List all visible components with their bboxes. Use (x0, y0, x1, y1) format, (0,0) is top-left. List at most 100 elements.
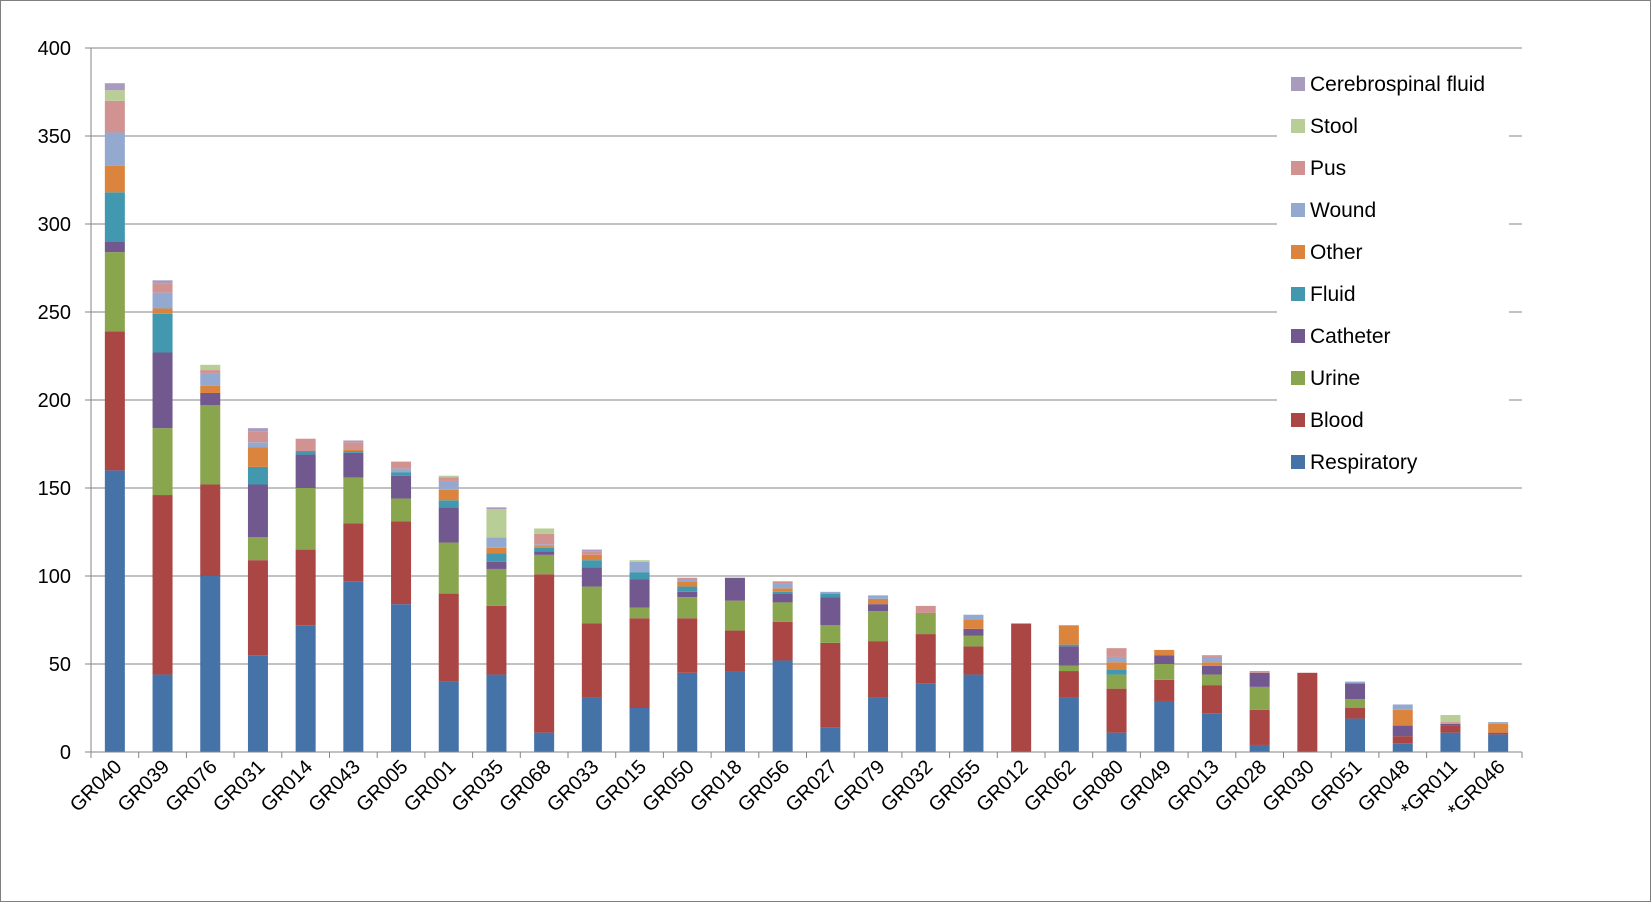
bar-segment-fluid (391, 472, 412, 476)
bar-segment-pus (915, 605, 936, 613)
bar-segment-respiratory (1345, 718, 1366, 752)
bar-segment-blood (295, 549, 316, 626)
bar-segment-pus (104, 100, 125, 133)
bar-segment-blood (724, 630, 745, 672)
bar-segment-wound (247, 442, 268, 448)
bar-segment-catheter (868, 604, 889, 612)
legend-label: Cerebrospinal fluid (1310, 73, 1485, 96)
bar-segment-other (1392, 709, 1413, 726)
x-tick-label: GR031 (209, 756, 269, 816)
y-tick-label: 150 (38, 478, 71, 500)
bar-segment-respiratory (1249, 744, 1270, 752)
legend-swatch (1291, 161, 1305, 175)
bar-segment-respiratory (104, 470, 125, 752)
bar-segment-catheter (963, 628, 984, 636)
bar-segment-blood (1011, 623, 1032, 752)
bar-segment-catheter (1440, 723, 1461, 726)
bar-segment-respiratory (677, 672, 698, 752)
bar-segment-respiratory (581, 697, 602, 752)
bar-segment-respiratory (295, 625, 316, 752)
bar-segment-urine (534, 554, 555, 575)
bar-segment-respiratory (963, 674, 984, 752)
bar-segment-stool (486, 509, 507, 538)
bar-segment-respiratory (1392, 743, 1413, 752)
bar-segment-pus (295, 438, 316, 452)
bar-segment-other (772, 588, 793, 592)
bar-segment-pus (152, 283, 173, 293)
bar-segment-blood (1440, 725, 1461, 733)
bar-segment-blood (486, 605, 507, 675)
bar-segment-fluid (629, 572, 650, 580)
legend: Cerebrospinal fluid Stool Pus Wound Other Flu… (1277, 65, 1509, 485)
bar-segment-respiratory (868, 697, 889, 752)
bar-segment-other (486, 547, 507, 554)
bar-segment-catheter (1201, 665, 1222, 675)
bar-segment-other (534, 546, 555, 548)
bar-segment-wound (152, 292, 173, 309)
bar-segment-cerebrospinal-fluid (152, 280, 173, 284)
bar-segment-stool (438, 475, 459, 478)
x-tick-label: GR062 (1020, 756, 1080, 816)
bar-segment-catheter (391, 475, 412, 499)
bar-segment-blood (534, 574, 555, 733)
legend-background (1277, 65, 1509, 485)
bar-segment-other (104, 165, 125, 193)
bar-segment-respiratory (1440, 732, 1461, 752)
bar-segment-wound (772, 583, 793, 589)
legend-label: Fluid (1310, 283, 1356, 306)
bar-segment-catheter (104, 241, 125, 253)
legend-swatch (1291, 455, 1305, 469)
bar-segment-blood (104, 331, 125, 471)
bar-segment-stool (200, 364, 221, 371)
bar-segment-catheter (247, 484, 268, 538)
bar-segment-catheter (772, 593, 793, 603)
bar-segment-fluid (104, 192, 125, 242)
bar-segment-other (438, 489, 459, 501)
bar-segment-urine (104, 252, 125, 332)
bar-segment-blood (1392, 736, 1413, 744)
bar-segment-wound (391, 468, 412, 473)
bar-segment-urine (200, 405, 221, 485)
legend-label: Blood (1310, 409, 1364, 432)
bar-segment-respiratory (820, 727, 841, 752)
bar-segment-catheter (1058, 646, 1079, 666)
bar-segment-respiratory (343, 581, 364, 752)
bar-segment-cerebrospinal-fluid (486, 507, 507, 510)
bar-segment-urine (438, 542, 459, 594)
x-tick-label: GR030 (1259, 756, 1319, 816)
legend-swatch (1291, 413, 1305, 427)
bar-segment-blood (677, 618, 698, 673)
legend-label: Respiratory (1310, 451, 1418, 474)
bar-segment-other (152, 308, 173, 314)
bar-segment-other (1154, 649, 1175, 656)
bar-segment-wound (820, 591, 841, 594)
x-tick-label: GR013 (1163, 756, 1223, 816)
x-tick-label: GR080 (1068, 756, 1128, 816)
bar-segment-blood (1345, 708, 1366, 719)
bar-segment-urine (581, 586, 602, 624)
bar-segment-catheter (724, 577, 745, 601)
bar-segment-urine (820, 625, 841, 643)
bar-segment-blood (1249, 709, 1270, 745)
bar-segment-urine (772, 602, 793, 622)
bar-segment-blood (247, 560, 268, 656)
bar-segment-urine (1106, 674, 1127, 689)
bar-segment-catheter (581, 567, 602, 587)
bar-segment-urine (152, 428, 173, 496)
bar-segment-cerebrospinal-fluid (343, 440, 364, 443)
bar-segment-catheter (1345, 683, 1366, 700)
bar-segment-blood (1154, 679, 1175, 701)
bar-segment-fluid (581, 560, 602, 568)
legend-label: Wound (1310, 199, 1376, 222)
bar-segment-pus (200, 370, 221, 374)
legend-label: Catheter (1310, 325, 1391, 348)
bar-segment-wound (486, 537, 507, 548)
bar-segment-wound (1392, 704, 1413, 710)
bar-segment-urine (1249, 686, 1270, 710)
bar-segment-fluid (772, 591, 793, 594)
bar-segment-other (1488, 723, 1509, 733)
x-tick-label: GR028 (1211, 756, 1271, 816)
axes (85, 47, 1523, 758)
gridlines (91, 47, 1522, 665)
